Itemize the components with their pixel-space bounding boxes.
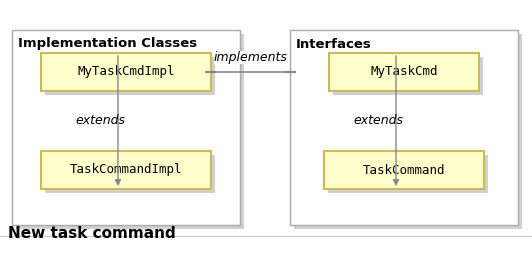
Text: MyTaskCmd: MyTaskCmd	[370, 66, 438, 79]
Text: MyTaskCmdImpl: MyTaskCmdImpl	[77, 66, 174, 79]
Text: Interfaces: Interfaces	[296, 37, 372, 51]
Bar	[41, 151, 211, 189]
Bar	[16, 34, 244, 229]
Bar	[290, 30, 518, 225]
Bar	[45, 57, 215, 95]
Text: Implementation Classes: Implementation Classes	[18, 37, 197, 51]
Bar	[45, 155, 215, 193]
Bar	[333, 57, 483, 95]
Text: TaskCommand: TaskCommand	[363, 163, 445, 177]
Text: implements: implements	[213, 51, 287, 64]
Bar	[294, 34, 522, 229]
Text: extends: extends	[353, 114, 403, 128]
Text: New task command: New task command	[8, 227, 176, 242]
Bar	[328, 155, 488, 193]
Text: TaskCommandImpl: TaskCommandImpl	[70, 163, 182, 177]
Bar	[12, 30, 240, 225]
Text: extends: extends	[75, 114, 125, 128]
Bar	[41, 53, 211, 91]
Bar	[324, 151, 484, 189]
Bar	[329, 53, 479, 91]
